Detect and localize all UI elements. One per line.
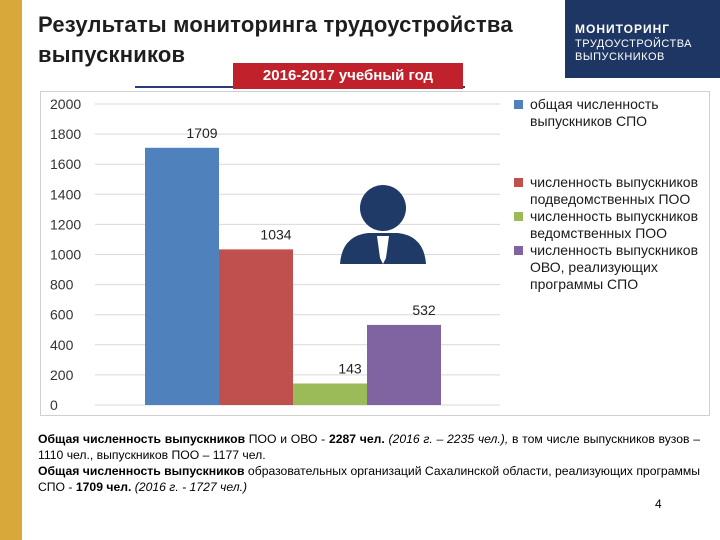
footnote-bold: Общая численность выпускников xyxy=(38,464,245,478)
brand-line-3: ВЫПУСКНИКОВ xyxy=(575,51,665,63)
data-label: 1034 xyxy=(260,226,291,242)
brand-logo: МОНИТОРИНГ ТРУДОУСТРОЙСТВА ВЫПУСКНИКОВ xyxy=(565,0,720,78)
chart-frame xyxy=(40,91,710,416)
icon-tie xyxy=(377,236,389,264)
brand-line-2: ТРУДОУСТРОЙСТВА xyxy=(575,38,693,50)
accent-strip xyxy=(0,0,22,540)
footnote-bold: 1709 чел. xyxy=(75,480,132,494)
slide-title: Результаты мониторинга трудоустройства в… xyxy=(38,12,513,67)
legend-item: общая численность выпускников СПО xyxy=(512,96,712,130)
bar xyxy=(145,147,219,405)
legend-swatch xyxy=(514,212,523,221)
legend-label: численность выпускников ОВО, реализующих… xyxy=(530,242,699,292)
icon-head xyxy=(360,185,406,231)
y-tick-label: 0 xyxy=(50,397,58,413)
brand-line-1: МОНИТОРИНГ xyxy=(575,22,671,36)
y-tick-label: 200 xyxy=(50,367,74,383)
y-tick-label: 2000 xyxy=(50,96,81,112)
data-label: 1709 xyxy=(186,125,217,141)
bar xyxy=(293,383,367,405)
data-label: 532 xyxy=(412,302,436,318)
y-tick-label: 800 xyxy=(50,277,74,293)
footnote-text: ПОО и ОВО - xyxy=(245,432,329,446)
footnote-paragraph-1: Общая численность выпускников ПОО и ОВО … xyxy=(38,431,700,463)
bar xyxy=(219,249,293,405)
legend-swatch xyxy=(514,178,523,187)
y-tick-label: 1600 xyxy=(50,156,81,172)
footnote-paragraph-2: Общая численность выпускников образовате… xyxy=(38,463,700,495)
legend-label: численность выпускников подведомственных… xyxy=(530,174,699,207)
y-tick-label: 1800 xyxy=(50,126,81,142)
data-label: 143 xyxy=(338,360,362,376)
y-tick-label: 400 xyxy=(50,337,74,353)
footnote: Общая численность выпускников ПОО и ОВО … xyxy=(38,431,700,495)
legend-item: численность выпускников ОВО, реализующих… xyxy=(512,242,712,293)
y-tick-label: 1200 xyxy=(50,216,81,232)
footnote-bold: Общая численность выпускников xyxy=(38,432,246,446)
chart-legend: общая численность выпускников СПО численн… xyxy=(512,96,712,293)
legend-label: численность выпускников ведомственных ПО… xyxy=(530,208,699,241)
footnote-italic: (2016 г. - 1727 чел.) xyxy=(131,480,248,494)
footnote-italic: (2016 г. – 2235 чел.), xyxy=(384,432,509,446)
y-tick-label: 1400 xyxy=(50,186,81,202)
footnote-text: образовательных организаций Сахалинской … xyxy=(38,464,700,494)
footnote-text: в том числе выпускников вузов – 1110 чел… xyxy=(38,432,701,462)
y-tick-label: 600 xyxy=(50,307,74,323)
person-icon xyxy=(340,185,426,264)
bar xyxy=(367,324,441,405)
legend-item: численность выпускников ведомственных ПО… xyxy=(512,208,712,242)
page-number: 4 xyxy=(655,497,662,511)
legend-label: общая численность выпускников СПО xyxy=(530,96,659,129)
year-badge: 2016-2017 учебный год xyxy=(233,63,463,89)
footnote-bold: 2287 чел. xyxy=(328,432,385,446)
legend-swatch xyxy=(514,100,523,109)
y-tick-label: 1000 xyxy=(50,247,81,263)
legend-swatch xyxy=(514,246,523,255)
legend-item: численность выпускников подведомственных… xyxy=(512,174,712,208)
